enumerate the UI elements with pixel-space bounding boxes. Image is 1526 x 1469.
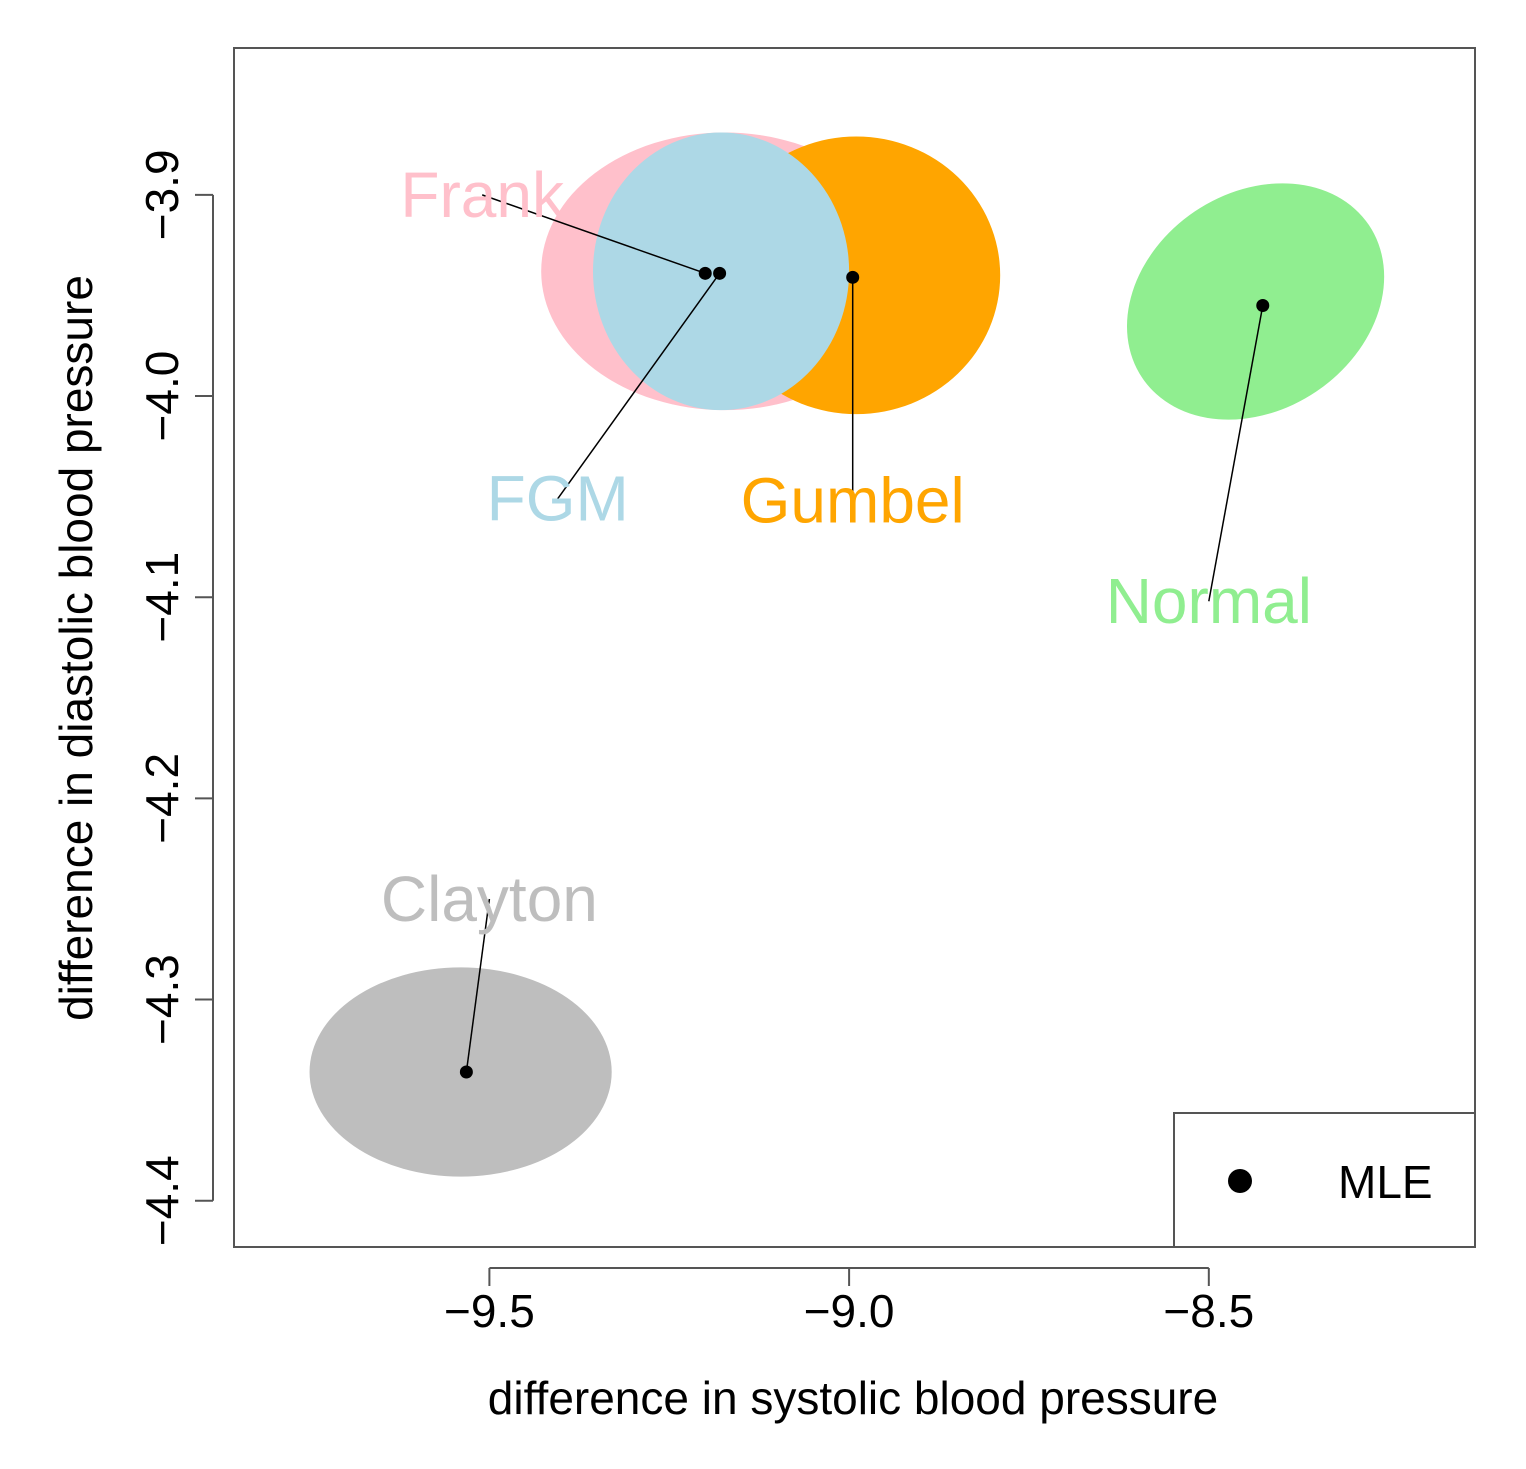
- y-axis-title: difference in diastolic blood pressure: [50, 275, 102, 1021]
- leader-line-clayton: [465, 898, 491, 1073]
- mle-point-fgm: [713, 266, 727, 280]
- plot-frame: [233, 47, 1476, 1248]
- y-tick-label-4: −4.3: [136, 954, 188, 1045]
- legend-box: [1173, 1112, 1475, 1247]
- x-tick-label-0: −9.5: [444, 1285, 535, 1337]
- legend: MLE: [1173, 1112, 1475, 1247]
- x-axis: −9.5 −9.0 −8.5: [444, 1267, 1254, 1337]
- x-tick-label-1: −9.0: [804, 1285, 895, 1337]
- series-label-clayton: Clayton: [381, 863, 598, 935]
- x-axis-title: difference in systolic blood pressure: [488, 1372, 1218, 1424]
- y-tick-label-2: −4.1: [136, 552, 188, 643]
- mle-point-normal: [1256, 299, 1270, 313]
- legend-marker: [1228, 1169, 1252, 1193]
- y-tick-label-1: −4.0: [136, 351, 188, 442]
- y-axis: −3.9 −4.0 −4.1 −4.2 −4.3 −4.4: [136, 149, 214, 1246]
- legend-label: MLE: [1338, 1156, 1433, 1208]
- mle-point-frank: [698, 266, 712, 280]
- series-label-normal: Normal: [1106, 565, 1312, 637]
- mle-point-clayton: [459, 1065, 473, 1079]
- leader-line-frank: [481, 194, 706, 275]
- x-tick-label-2: −8.5: [1163, 1285, 1254, 1337]
- series-label-fgm: FGM: [487, 463, 629, 535]
- series-label-gumbel: Gumbel: [741, 465, 965, 537]
- leader-line-fgm: [557, 272, 721, 500]
- confidence-region-normal: [1127, 183, 1385, 420]
- y-tick-label-5: −4.4: [136, 1155, 188, 1246]
- y-tick-label-3: −4.2: [136, 753, 188, 844]
- mle-point-gumbel: [846, 270, 860, 284]
- y-tick-label-0: −3.9: [136, 149, 188, 240]
- leader-line-normal: [1208, 305, 1264, 602]
- series-label-frank: Frank: [400, 159, 565, 231]
